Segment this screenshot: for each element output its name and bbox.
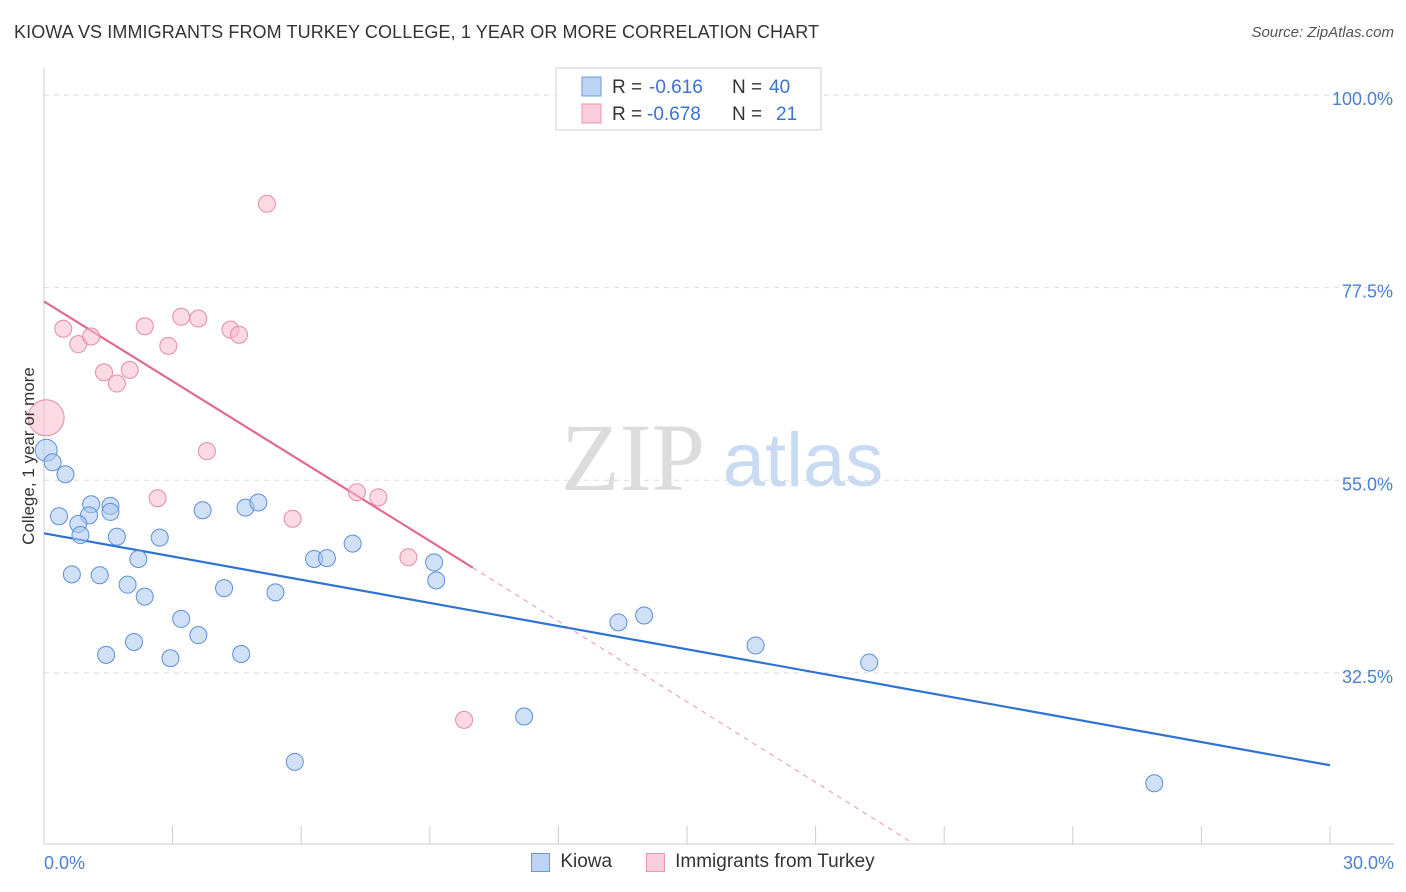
point-turkey <box>197 442 216 461</box>
point-turkey <box>283 509 302 528</box>
data-points <box>27 194 1164 793</box>
point-turkey <box>347 483 366 502</box>
trend-line-turkey <box>43 300 474 569</box>
point-kiowa <box>43 453 62 472</box>
point-kiowa <box>189 626 208 645</box>
point-turkey <box>148 489 167 508</box>
point-kiowa <box>427 571 446 590</box>
trend-lines <box>43 300 1331 845</box>
point-turkey <box>172 307 191 326</box>
point-turkey <box>82 327 101 346</box>
point-kiowa <box>150 528 169 547</box>
point-kiowa <box>193 501 212 520</box>
point-turkey <box>27 399 65 437</box>
legend-swatch-kiowa <box>531 852 551 872</box>
point-kiowa <box>172 609 191 628</box>
point-kiowa <box>317 549 336 568</box>
point-turkey <box>369 488 388 507</box>
stats-swatch-turkey <box>581 103 602 124</box>
x-tick-label-min: 0.0% <box>44 853 85 873</box>
point-turkey <box>120 360 139 379</box>
x-tick-label-max: 30.0% <box>1343 853 1394 873</box>
chart-title: KIOWA VS IMMIGRANTS FROM TURKEY COLLEGE,… <box>14 22 820 42</box>
stats-n-value-kiowa: 40 <box>769 77 790 98</box>
stats-legend: R = -0.616 N = 40 R = -0.678 N = 21 <box>555 67 822 131</box>
y-tick-label: 55.0% <box>1342 474 1393 494</box>
stats-n-value-turkey: 21 <box>776 104 797 125</box>
point-kiowa <box>101 502 120 521</box>
x-tick-labels: 0.0% 30.0% <box>44 853 1394 873</box>
point-kiowa <box>62 565 81 584</box>
stats-swatch-kiowa <box>581 76 602 97</box>
source-credit: Source: ZipAtlas.com <box>1251 24 1394 41</box>
point-kiowa <box>215 579 234 598</box>
point-kiowa <box>266 583 285 602</box>
watermark: ZIP atlas <box>561 404 883 511</box>
point-turkey <box>230 325 249 344</box>
point-kiowa <box>71 526 90 545</box>
legend-swatch-turkey <box>646 852 666 872</box>
point-kiowa <box>635 606 654 625</box>
point-kiowa <box>107 527 126 546</box>
trend-line-turkey-extension <box>472 567 915 845</box>
gridlines <box>44 94 1394 674</box>
stats-r-label-turkey: R = <box>612 104 642 125</box>
legend-item-turkey[interactable]: Immigrants from Turkey <box>646 851 875 873</box>
point-kiowa <box>50 507 69 526</box>
point-kiowa <box>860 653 879 672</box>
point-kiowa <box>135 587 154 606</box>
watermark-atlas: atlas <box>723 418 884 503</box>
point-kiowa <box>129 549 148 568</box>
axes <box>43 68 1394 845</box>
point-kiowa <box>746 636 765 655</box>
y-tick-labels: 32.5% 55.0% 77.5% 100.0% <box>1332 89 1393 687</box>
point-kiowa <box>118 575 137 594</box>
series-legend: Kiowa Immigrants from Turkey <box>0 851 1406 873</box>
point-kiowa <box>90 566 109 585</box>
legend-item-kiowa[interactable]: Kiowa <box>531 851 612 873</box>
point-kiowa <box>609 613 628 632</box>
legend-label-kiowa: Kiowa <box>560 851 613 872</box>
point-kiowa <box>249 493 268 512</box>
point-turkey <box>135 317 154 336</box>
point-turkey <box>455 710 474 729</box>
point-kiowa <box>161 649 180 668</box>
point-turkey <box>189 309 208 328</box>
point-turkey <box>159 336 178 355</box>
point-turkey <box>95 363 114 382</box>
stats-r-value-kiowa: -0.616 <box>649 77 703 98</box>
y-axis-title: College, 1 year or more <box>19 367 38 545</box>
watermark-zip: ZIP <box>561 404 705 511</box>
point-kiowa <box>56 465 75 484</box>
point-kiowa <box>425 553 444 572</box>
trend-line-kiowa <box>43 532 1331 767</box>
point-kiowa <box>1145 774 1164 793</box>
point-kiowa <box>97 645 116 664</box>
y-tick-label: 100.0% <box>1332 89 1393 109</box>
stats-n-label-turkey: N = <box>732 104 762 125</box>
point-turkey <box>399 548 418 567</box>
point-kiowa <box>515 707 534 726</box>
point-kiowa <box>343 534 362 553</box>
point-turkey <box>54 319 73 338</box>
legend-label-turkey: Immigrants from Turkey <box>675 851 875 872</box>
point-turkey <box>107 374 126 393</box>
stats-r-label-kiowa: R = <box>612 77 642 98</box>
point-kiowa <box>125 633 144 652</box>
point-turkey <box>257 194 276 213</box>
stats-n-label-kiowa: N = <box>732 77 762 98</box>
point-kiowa <box>232 644 251 663</box>
y-tick-label: 77.5% <box>1342 282 1393 302</box>
point-kiowa <box>285 752 304 771</box>
stats-r-value-turkey: -0.678 <box>647 104 701 125</box>
y-tick-label: 32.5% <box>1342 667 1393 687</box>
